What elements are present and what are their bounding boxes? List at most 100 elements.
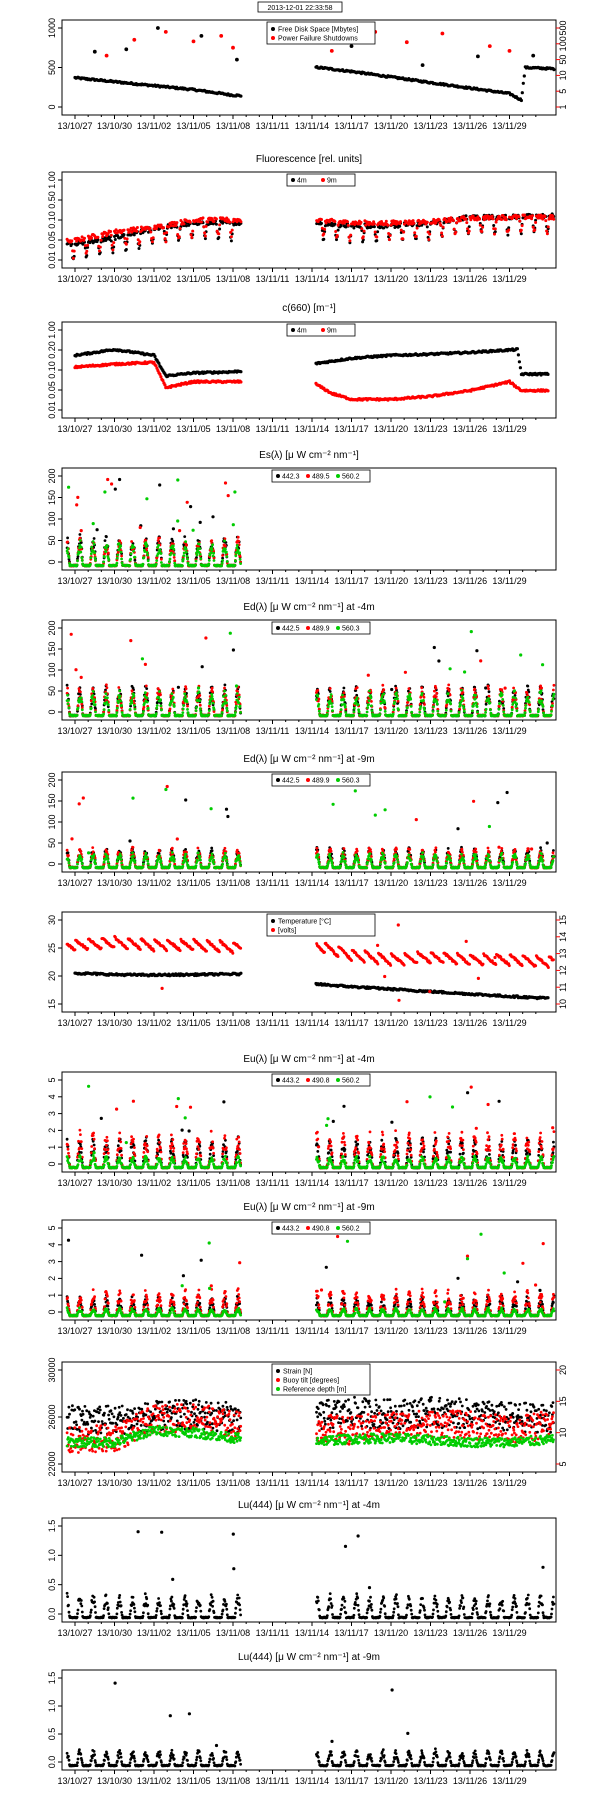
point-disk-s2 xyxy=(404,40,409,45)
point-es-s2 xyxy=(80,559,84,562)
point-fluor-s1 xyxy=(441,225,445,229)
point-es-s1 xyxy=(210,539,214,542)
point-fluor-s1 xyxy=(125,237,129,241)
point-es-s2 xyxy=(132,545,136,549)
point-fluor-s1 xyxy=(320,218,323,221)
plot-frame xyxy=(61,467,557,571)
x-tick-label: 13/11/02 xyxy=(137,274,171,284)
point-es-s2 xyxy=(238,551,242,555)
point-fluor-s1 xyxy=(71,256,75,260)
point-disk-s1 xyxy=(199,34,204,38)
x-tick-label: 13/11/26 xyxy=(453,274,487,284)
point-fluor-s1 xyxy=(151,236,155,240)
point-es-s2 xyxy=(132,549,135,553)
x-tick-label: 13/11/05 xyxy=(176,576,210,586)
point-es-s2 xyxy=(103,555,106,559)
point-fluor-s1 xyxy=(402,230,406,234)
point-fluor-s1 xyxy=(182,222,186,226)
y2-tick-label: 1 xyxy=(558,104,568,109)
point-fluor-s0 xyxy=(184,224,188,228)
point-es-s2 xyxy=(115,561,119,565)
x-tick-label: 13/10/27 xyxy=(57,274,92,284)
point-es-s2 xyxy=(115,564,118,567)
point-fluor-s0 xyxy=(375,239,379,243)
point-es-s2 xyxy=(225,560,229,563)
point-es-s2 xyxy=(168,557,172,561)
point-es-s2 xyxy=(116,553,120,557)
point-fluor-s0 xyxy=(177,238,180,242)
point-es-s2 xyxy=(209,551,213,555)
point-es-s1 xyxy=(178,529,182,533)
x-tick-label: 13/11/08 xyxy=(216,274,250,284)
point-es-s1 xyxy=(237,539,241,543)
point-es-s2 xyxy=(195,553,199,557)
point-es-s1 xyxy=(172,556,176,559)
point-es-s2 xyxy=(101,564,105,568)
x-tick-label: 13/11/17 xyxy=(334,726,368,736)
y-tick-label: 0 xyxy=(47,559,57,564)
point-fluor-s1 xyxy=(493,227,497,231)
x-tick-label: 13/11/17 xyxy=(334,424,368,434)
point-es-s2 xyxy=(67,556,71,559)
point-es-s0 xyxy=(183,535,187,538)
point-disk-s1 xyxy=(156,26,160,30)
point-es-s2 xyxy=(186,557,189,561)
point-fluor-s0 xyxy=(348,241,352,245)
point-es-s2 xyxy=(212,559,216,562)
point-es-s1 xyxy=(160,557,163,561)
point-disk-s1 xyxy=(349,44,354,48)
point-fluor-s1 xyxy=(478,223,482,227)
point-es-s1 xyxy=(158,536,161,540)
point-fluor-s0 xyxy=(169,226,173,230)
point-ed4-s0 xyxy=(65,683,69,687)
point-c660-s0 xyxy=(239,370,243,374)
point-ed4-s1 xyxy=(198,694,202,697)
point-ed4-s0 xyxy=(231,648,235,652)
plot-frame xyxy=(61,619,557,721)
point-fluor-s1 xyxy=(212,220,216,223)
point-es-s1 xyxy=(226,494,230,498)
point-es-s2 xyxy=(145,543,149,547)
point-ed4-s0 xyxy=(223,683,227,687)
legend-marker xyxy=(271,36,275,40)
point-es-s0 xyxy=(113,487,117,491)
legend-marker xyxy=(336,474,340,478)
point-fluor-s1 xyxy=(399,220,402,224)
point-ed4-s1 xyxy=(117,686,121,689)
x-tick-label: 13/11/02 xyxy=(137,726,171,736)
point-fluor-s1 xyxy=(360,227,364,231)
point-fluor-s1 xyxy=(175,221,179,225)
y2-tick-label: 50 xyxy=(558,55,568,65)
point-fluor-s1 xyxy=(177,235,181,239)
point-disk-s0 xyxy=(552,68,556,72)
point-fluor-s1 xyxy=(507,228,511,232)
point-disk-s2 xyxy=(231,45,235,50)
point-es-s2 xyxy=(167,564,171,567)
point-es-s2 xyxy=(194,559,198,563)
point-es-s0 xyxy=(211,515,215,519)
x-tick-label: 13/11/05 xyxy=(176,726,210,736)
point-disk-s2 xyxy=(440,31,445,36)
point-fluor-s1 xyxy=(459,219,462,223)
y-tick-label: 1.00 xyxy=(47,321,57,339)
point-fluor-s1 xyxy=(520,224,524,228)
point-es-s2 xyxy=(102,560,105,564)
point-fluor-s1 xyxy=(135,229,139,233)
point-disk-s2 xyxy=(132,37,137,42)
point-fluor-s1 xyxy=(384,219,388,223)
y-tick-label: 1000 xyxy=(47,18,57,38)
point-fluor-s1 xyxy=(191,229,195,233)
point-es-s2 xyxy=(211,554,215,558)
panel-title: Es(λ) [μ W cm⁻² nm⁻¹] xyxy=(259,450,359,461)
point-ed4-s1 xyxy=(159,693,162,697)
x-tick-label: 13/10/30 xyxy=(97,726,132,736)
point-es-s2 xyxy=(66,551,69,555)
point-es-s2 xyxy=(117,542,121,545)
y2-tick-label: 10 xyxy=(558,70,568,80)
point-es-s2 xyxy=(79,550,83,554)
point-es-s2 xyxy=(233,563,237,567)
point-fluor-s1 xyxy=(362,229,366,233)
y-tick-label: 500 xyxy=(47,60,57,75)
point-fluor-s1 xyxy=(323,227,327,231)
